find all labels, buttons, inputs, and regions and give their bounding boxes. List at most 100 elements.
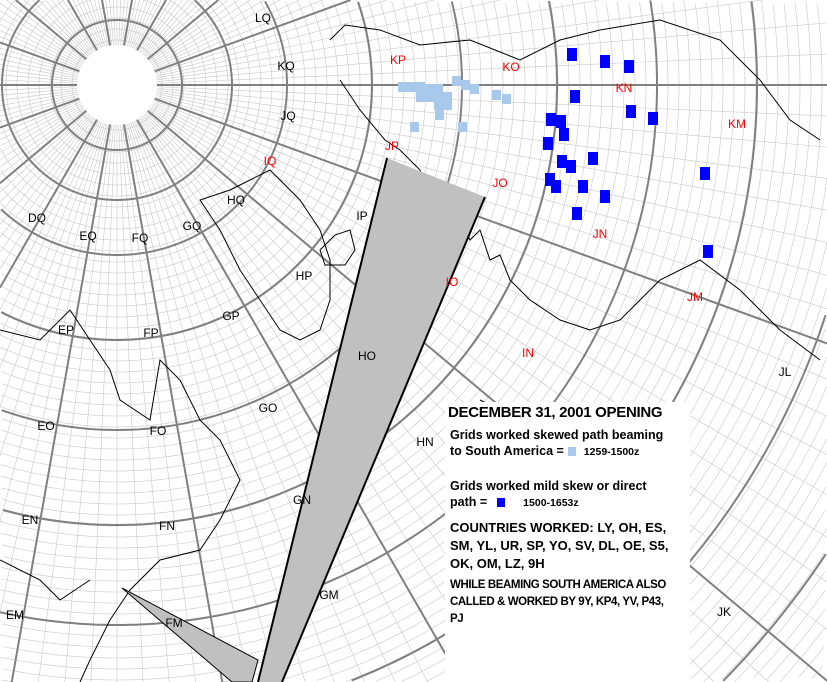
latitude-fine-line	[683, 0, 691, 85]
longitude-major-line	[0, 97, 80, 129]
latitude-major-line	[450, 1, 463, 85]
longitude-fine-line	[0, 118, 96, 269]
legend-direct: Grids worked mild skew or direct path = 1…	[450, 478, 690, 511]
coastline	[319, 229, 356, 266]
direct-path-grid	[600, 190, 610, 203]
longitude-fine-line	[135, 120, 429, 682]
grid-label-eq: EQ	[79, 229, 97, 243]
longitude-fine-line	[0, 79, 78, 84]
latitude-fine-line	[320, 0, 339, 85]
skewed-range: 1259-1500z	[583, 446, 640, 458]
latitude-fine-line	[5, 0, 229, 197]
latitude-fine-line	[27, 0, 207, 175]
longitude-fine-line	[143, 0, 196, 56]
longitude-fine-line	[132, 121, 365, 682]
longitude-fine-line	[133, 121, 396, 682]
direct-path-grid	[626, 105, 636, 118]
skewed-text: Grids worked skewed path beaming	[450, 428, 664, 442]
longitude-major-line	[0, 119, 98, 289]
longitude-fine-line	[121, 0, 129, 46]
longitude-fine-line	[152, 0, 281, 67]
latitude-major-line	[722, 553, 827, 682]
longitude-fine-line	[93, 0, 107, 47]
latitude-major-line	[750, 1, 758, 85]
direct-path-grid	[624, 60, 634, 73]
latitude-fine-line	[672, 486, 827, 682]
skewed-path-grid	[434, 92, 443, 102]
longitude-major-line	[0, 41, 80, 73]
skewed-text-2: to South America =	[450, 444, 564, 458]
longitude-fine-line	[64, 124, 114, 682]
coastline	[329, 19, 821, 141]
skewed-path-grid	[407, 82, 416, 92]
beam-wedge-small	[121, 587, 259, 682]
longitude-fine-line	[146, 0, 210, 59]
longitude-major-line	[146, 109, 827, 682]
longitude-fine-line	[150, 0, 251, 64]
longitude-major-line	[136, 0, 167, 51]
longitude-fine-line	[155, 0, 435, 75]
longitude-fine-line	[0, 121, 101, 337]
grid-label-in: IN	[522, 346, 534, 360]
longitude-fine-line	[145, 0, 203, 57]
latitude-fine-line	[798, 646, 824, 678]
longitude-fine-line	[156, 88, 827, 148]
skewed-path-grid	[410, 122, 419, 132]
longitude-fine-line	[125, 0, 137, 47]
longitude-fine-line	[0, 17, 83, 66]
latitude-fine-line	[703, 528, 827, 682]
direct-path-grid	[572, 207, 582, 220]
longitude-fine-line	[0, 103, 82, 147]
longitude-fine-line	[72, 0, 99, 50]
direct-path-grid	[551, 180, 561, 193]
longitude-fine-line	[57, 0, 95, 53]
latitude-fine-line	[204, 0, 240, 85]
longitude-fine-line	[127, 123, 278, 682]
latitude-fine-line	[690, 510, 826, 680]
skewed-path-grid	[458, 122, 467, 132]
longitude-fine-line	[77, 0, 101, 49]
grid-label-em: EM	[6, 608, 24, 622]
latitude-fine-line	[0, 85, 636, 604]
latitude-fine-line	[309, 1, 328, 85]
latitude-fine-line	[739, 2, 746, 85]
longitude-major-line	[122, 124, 224, 682]
countries-line: COUNTRIES WORKED: LY, OH, ES,	[450, 520, 667, 535]
longitude-major-line	[122, 0, 133, 46]
longitude-fine-line	[38, 124, 113, 682]
longitude-fine-line	[0, 111, 88, 193]
direct-range: 1500-1653z	[523, 497, 579, 509]
latitude-fine-line	[1, 85, 614, 582]
longitude-fine-line	[155, 96, 827, 310]
latitude-fine-line	[779, 627, 825, 682]
grid-label-ip: IP	[356, 209, 368, 223]
skewed-path-grid	[492, 90, 501, 100]
latitude-fine-line	[1, 85, 581, 549]
longitude-fine-line	[0, 113, 89, 203]
latitude-fine-line	[695, 3, 702, 85]
latitude-major-line	[0, 0, 233, 201]
direct-path-grid	[543, 137, 553, 150]
latitude-fine-line	[482, 0, 493, 85]
countries-worked: COUNTRIES WORKED: LY, OH, ES, SM, YL, UR…	[450, 519, 690, 573]
latitude-fine-line	[0, 85, 295, 263]
latitude-major-line	[0, 85, 373, 341]
direct-path-grid	[556, 115, 566, 128]
longitude-fine-line	[155, 0, 387, 74]
grid-label-jp: JP	[384, 139, 400, 153]
longitude-major-line	[67, 0, 98, 51]
direct-swatch	[497, 498, 506, 508]
countries-line: OK, OM, LZ, 9H	[450, 556, 545, 571]
longitude-fine-line	[0, 64, 78, 79]
longitude-fine-line	[0, 69, 78, 81]
longitude-fine-line	[0, 107, 85, 168]
grid-label-fo: FO	[149, 424, 167, 438]
also-line: WHILE BEAMING SOUTH AMERICA ALSO	[450, 579, 666, 591]
latitude-fine-line	[437, 2, 449, 85]
longitude-fine-line	[0, 123, 109, 613]
latitude-fine-line	[705, 2, 713, 85]
longitude-major-line	[154, 97, 827, 345]
latitude-fine-line	[0, 85, 328, 296]
beam-edge	[257, 157, 388, 682]
